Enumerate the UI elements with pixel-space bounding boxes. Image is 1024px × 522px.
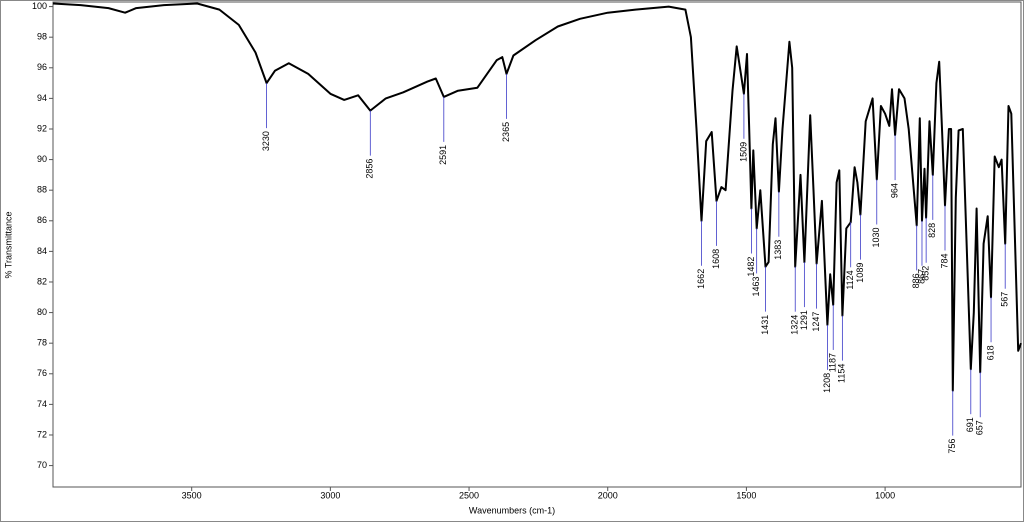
peak-label: 784	[939, 253, 949, 268]
y-tick-label: 98	[37, 32, 47, 42]
peak-label: 1124	[845, 270, 855, 289]
peak-label: 852	[921, 266, 931, 281]
peak-label: 2365	[501, 122, 511, 142]
y-tick-label: 96	[37, 62, 47, 72]
peak-label: 1030	[871, 227, 881, 247]
x-tick-label: 2500	[459, 490, 479, 500]
y-axis-title: % Transmittance	[3, 211, 13, 278]
peak-label: 964	[889, 183, 899, 198]
y-tick-label: 82	[37, 276, 47, 286]
x-tick-label: 2000	[598, 490, 618, 500]
peak-label: 1431	[760, 315, 770, 335]
y-tick-label: 80	[37, 307, 47, 317]
y-tick-label: 74	[37, 399, 47, 409]
peak-label: 1383	[773, 240, 783, 260]
x-tick-label: 1500	[736, 490, 756, 500]
x-axis-title: Wavenumbers (cm-1)	[469, 505, 555, 515]
peak-label: 1509	[738, 142, 748, 162]
peak-label: 657	[975, 420, 985, 435]
peak-label: 1662	[696, 269, 706, 289]
y-tick-label: 90	[37, 154, 47, 164]
peak-label: 618	[985, 345, 995, 360]
peak-label: 691	[965, 417, 975, 432]
peak-label: 1463	[751, 276, 761, 296]
y-tick-label: 86	[37, 215, 47, 225]
peak-label: 867	[916, 269, 926, 284]
y-tick-label: 78	[37, 338, 47, 348]
y-tick-label: 72	[37, 429, 47, 439]
peak-label: 1324	[790, 315, 800, 335]
y-tick-label: 92	[37, 123, 47, 133]
peak-label: 756	[947, 439, 957, 454]
peak-label: 1187	[828, 353, 838, 372]
y-tick-label: 70	[37, 460, 47, 470]
peak-label: 3230	[261, 131, 271, 151]
y-tick-label: 100	[32, 1, 47, 11]
x-tick-label: 1000	[875, 490, 895, 500]
peak-label: 1608	[711, 249, 721, 269]
plot-area	[52, 1, 1022, 488]
peak-label: 1247	[811, 312, 821, 332]
y-tick-label: 94	[37, 93, 47, 103]
peak-label: 886	[911, 273, 921, 288]
peak-label: 1291	[799, 310, 809, 330]
peak-label: 1089	[855, 263, 865, 283]
peak-label: 2591	[438, 145, 448, 165]
spectrum-line	[52, 2, 1022, 392]
peak-label: 2856	[365, 159, 375, 179]
peak-label: 1154	[837, 364, 847, 383]
peak-label: 1482	[746, 257, 756, 277]
y-tick-label: 76	[37, 368, 47, 378]
peak-label: 567	[1000, 292, 1010, 307]
peak-label: 1208	[822, 373, 832, 393]
y-tick-label: 88	[37, 185, 47, 195]
y-tick-label: 84	[37, 246, 47, 256]
x-tick-label: 3500	[182, 490, 202, 500]
x-tick-label: 3000	[320, 490, 340, 500]
peak-label: 828	[927, 223, 937, 238]
